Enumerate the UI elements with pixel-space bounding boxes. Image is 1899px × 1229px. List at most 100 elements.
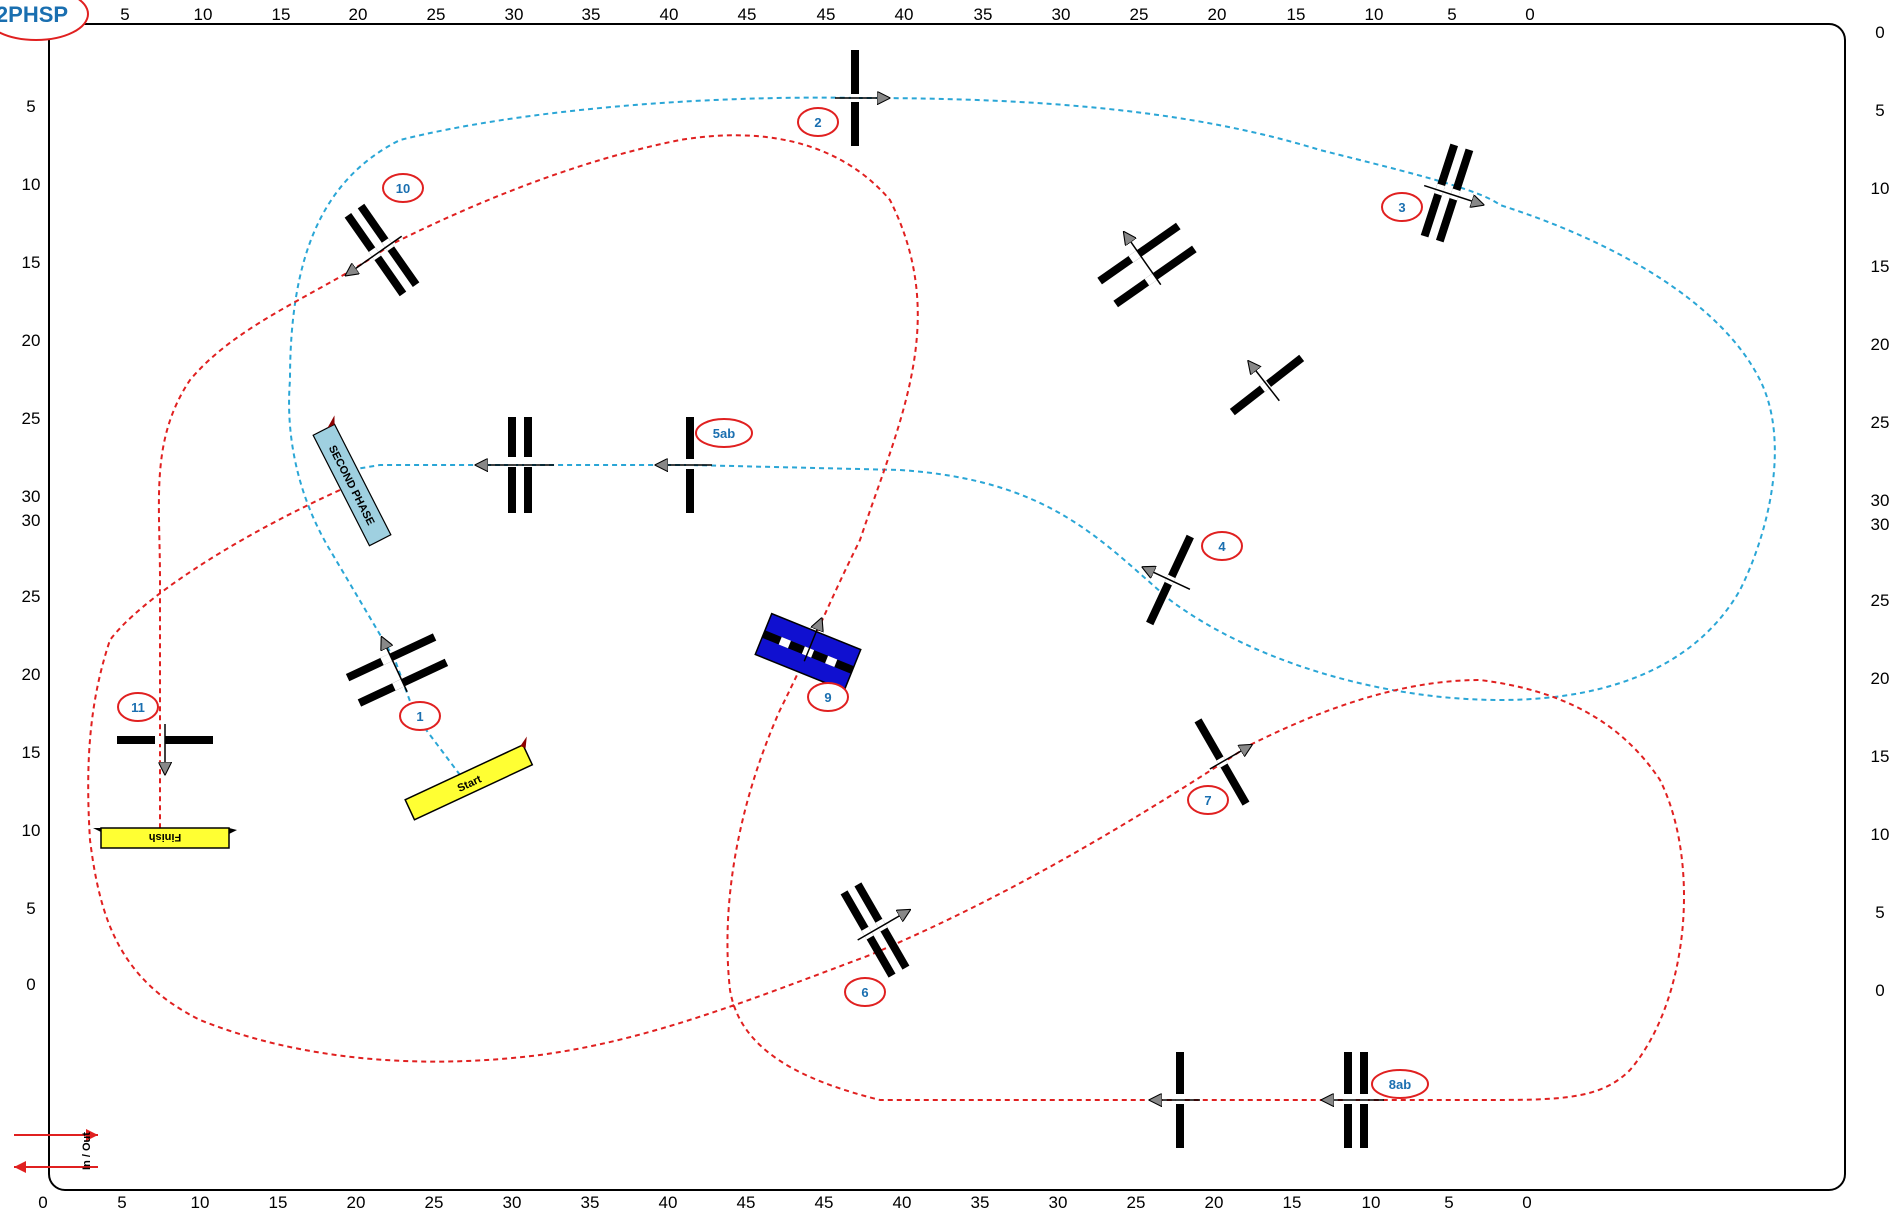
right-scale-tick: 10 xyxy=(1871,179,1890,198)
bottom-scale-tick: 5 xyxy=(117,1193,126,1212)
fence-1 xyxy=(345,633,449,707)
obstacle-number-6: 6 xyxy=(844,977,886,1007)
left-scale-tick: 20 xyxy=(22,331,41,350)
fence-5b xyxy=(476,417,554,513)
top-scale-tick: 20 xyxy=(1208,5,1227,24)
left-scale-tick: 25 xyxy=(22,587,41,606)
obstacle-number-1: 1 xyxy=(399,701,441,731)
phase2-track xyxy=(87,134,1685,1101)
top-scale-tick: 25 xyxy=(427,5,446,24)
right-scale-tick: 5 xyxy=(1875,101,1884,120)
top-scale-tick: 15 xyxy=(272,5,291,24)
svg-text:10: 10 xyxy=(396,181,410,196)
bottom-scale-tick: 0 xyxy=(38,1193,47,1212)
fence-10 xyxy=(318,203,420,297)
left-scale-tick: 10 xyxy=(22,821,41,840)
top-scale-tick: 15 xyxy=(1287,5,1306,24)
svg-text:2: 2 xyxy=(814,115,821,130)
obstacle-number-10: 10 xyxy=(382,173,424,203)
obstacle-number-4: 4 xyxy=(1201,531,1243,561)
right-scale-tick: 25 xyxy=(1871,591,1890,610)
bottom-scale-tick: 10 xyxy=(1362,1193,1381,1212)
left-scale-tick: 10 xyxy=(22,175,41,194)
bottom-scale: 0 5 10 15 20 25 30 35 40 45 45 40 35 30 25 20 15 10 5 0 xyxy=(38,1193,1531,1212)
left-scale-tick: 25 xyxy=(22,409,41,428)
bottom-scale-tick: 30 xyxy=(1049,1193,1068,1212)
finish-label: Finish xyxy=(149,831,182,843)
left-scale-tick: 30 xyxy=(22,487,41,506)
svg-text:4: 4 xyxy=(1218,539,1226,554)
top-scale-tick: 45 xyxy=(738,5,757,24)
bottom-scale-tick: 0 xyxy=(1522,1193,1531,1212)
title-ring xyxy=(0,0,89,41)
svg-text:11: 11 xyxy=(131,700,145,715)
obstacle-number-9: 9 xyxy=(807,682,849,712)
phase1-track xyxy=(288,96,1776,776)
svg-text:7: 7 xyxy=(1204,793,1211,808)
left-scale-tick: 15 xyxy=(22,743,41,762)
fence-8b xyxy=(1150,1052,1200,1148)
right-scale-tick: 0 xyxy=(1875,981,1884,1000)
right-scale-tick: 25 xyxy=(1871,413,1890,432)
in-out-marker: In / Out xyxy=(14,1129,98,1173)
bottom-scale-tick: 20 xyxy=(1205,1193,1224,1212)
bottom-scale-tick: 25 xyxy=(425,1193,444,1212)
svg-text:5ab: 5ab xyxy=(713,426,735,441)
fence-7 xyxy=(1194,718,1276,806)
obstacle-number-2: 2 xyxy=(797,107,839,137)
left-scale-tick: 0 xyxy=(26,975,35,994)
bottom-scale-tick: 45 xyxy=(737,1193,756,1212)
right-scale-tick: 20 xyxy=(1871,669,1890,688)
svg-text:6: 6 xyxy=(861,985,868,1000)
left-scale-tick: 5 xyxy=(26,97,35,116)
svg-text:3: 3 xyxy=(1398,200,1405,215)
finish-flag: Finish xyxy=(93,827,237,849)
bottom-scale-tick: 10 xyxy=(191,1193,210,1212)
bottom-scale-tick: 40 xyxy=(659,1193,678,1212)
top-scale-tick: 0 xyxy=(1525,5,1534,24)
top-scale-tick: 5 xyxy=(120,5,129,24)
course-title: 2PHSP xyxy=(0,2,68,27)
fence-3 xyxy=(1420,143,1498,243)
right-scale-tick: 30 xyxy=(1871,515,1890,534)
top-scale-tick: 45 xyxy=(817,5,836,24)
top-scale-tick: 20 xyxy=(349,5,368,24)
svg-text:8ab: 8ab xyxy=(1389,1077,1411,1092)
right-scale-tick: 20 xyxy=(1871,335,1890,354)
second-phase-flag: SECOND PHASE xyxy=(312,415,392,547)
spare-fence-oxer xyxy=(1097,222,1197,308)
bottom-scale-tick: 30 xyxy=(503,1193,522,1212)
right-scale-tick: 0 xyxy=(1875,23,1884,42)
bottom-scale-tick: 15 xyxy=(269,1193,288,1212)
top-scale-tick: 5 xyxy=(1447,5,1456,24)
top-scale-tick: 25 xyxy=(1130,5,1149,24)
left-scale: 5 10 15 20 25 30 30 25 20 15 10 5 0 xyxy=(22,97,41,994)
right-scale: 0 5 10 15 20 25 30 30 25 20 15 10 5 0 xyxy=(1871,23,1890,1000)
left-scale-tick: 20 xyxy=(22,665,41,684)
top-scale-tick: 35 xyxy=(974,5,993,24)
bottom-scale-tick: 45 xyxy=(815,1193,834,1212)
right-scale-tick: 10 xyxy=(1871,825,1890,844)
obstacle-number-11: 11 xyxy=(117,692,159,722)
top-scale: 5 10 15 20 25 30 35 40 45 45 40 35 30 25 20 15 10 5 0 xyxy=(120,5,1534,24)
top-scale-tick: 30 xyxy=(505,5,524,24)
bottom-scale-tick: 40 xyxy=(893,1193,912,1212)
obstacle-number-7: 7 xyxy=(1187,785,1229,815)
bottom-scale-tick: 15 xyxy=(1283,1193,1302,1212)
fence-11 xyxy=(117,724,213,774)
top-scale-tick: 10 xyxy=(194,5,213,24)
left-scale-tick: 30 xyxy=(22,511,41,530)
left-scale-tick: 15 xyxy=(22,253,41,272)
svg-text:1: 1 xyxy=(416,709,423,724)
obstacle-number-8ab: 8ab xyxy=(1371,1069,1429,1099)
bottom-scale-tick: 20 xyxy=(347,1193,366,1212)
bottom-scale-tick: 35 xyxy=(971,1193,990,1212)
obstacle-number-3: 3 xyxy=(1381,192,1423,222)
fence-8a xyxy=(1322,1052,1384,1148)
right-scale-tick: 5 xyxy=(1875,903,1884,922)
top-scale-tick: 10 xyxy=(1365,5,1384,24)
water-jump-9 xyxy=(754,612,862,692)
fence-4 xyxy=(1123,534,1194,626)
top-scale-tick: 40 xyxy=(895,5,914,24)
